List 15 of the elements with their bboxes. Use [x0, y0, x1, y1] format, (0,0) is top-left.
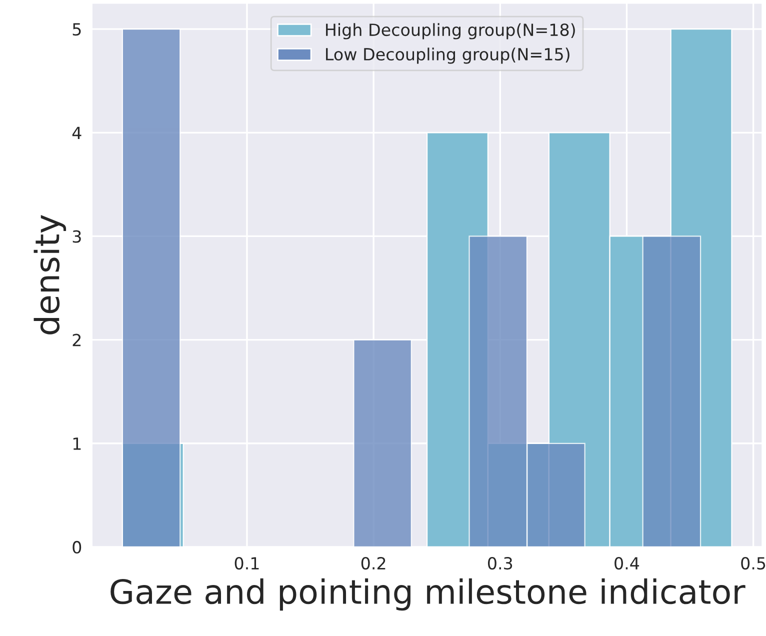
y-tick-label: 2	[72, 334, 81, 346]
y-axis-title: density	[34, 214, 66, 334]
y-tick-label: 3	[72, 230, 81, 243]
y-tick-label: 5	[72, 23, 81, 36]
x-tick-label: 0.2	[361, 556, 386, 570]
x-tick-label: 0.5	[741, 556, 766, 570]
legend-label: Low Decoupling group(N=15)	[326, 48, 570, 64]
y-tick-label: 0	[72, 540, 82, 554]
y-tick-label: 4	[72, 126, 82, 139]
legend-label: High Decoupling group(N=18)	[326, 23, 575, 40]
x-tick-label: 0.4	[614, 556, 640, 570]
x-tick-label: 0.1	[234, 556, 259, 570]
x-axis-title: Gaze and pointing milestone indicator	[110, 578, 746, 611]
y-tick-label: 1	[73, 438, 81, 450]
x-tick-label: 0.3	[488, 556, 512, 570]
